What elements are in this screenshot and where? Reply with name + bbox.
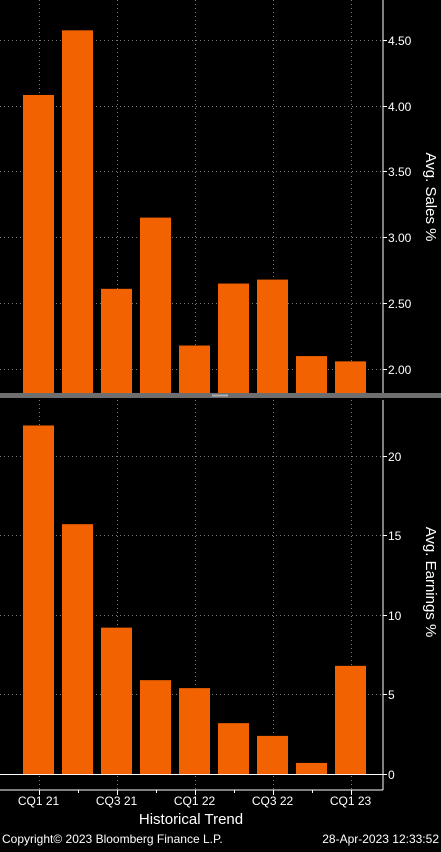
sales-y-tick-label: 3.50 — [388, 165, 412, 179]
sales-bar — [62, 30, 93, 393]
sales-bars — [23, 30, 366, 394]
x-tick-label: CQ3 21 — [96, 794, 138, 808]
sales-bar — [101, 288, 132, 393]
sales-y-tick-label: 2.00 — [388, 363, 412, 377]
sales-bar — [140, 217, 171, 393]
earnings-y-tick-label: 5 — [388, 688, 395, 702]
earnings-bar — [101, 627, 132, 775]
earnings-bars — [23, 425, 366, 775]
x-axis-ticks: CQ1 21 CQ3 21 CQ1 22 CQ3 22 CQ1 23 — [18, 790, 372, 808]
panel-divider-handle[interactable] — [212, 394, 228, 397]
sales-bar — [23, 94, 54, 394]
x-axis-title: Historical Trend — [139, 811, 243, 828]
earnings-y-tick-label: 0 — [388, 768, 395, 782]
x-tick-label: CQ1 21 — [18, 794, 60, 808]
earnings-y-tick-label: 20 — [388, 450, 402, 464]
footer-timestamp: 28-Apr-2023 12:33:52 — [322, 832, 439, 846]
sales-bar — [296, 356, 327, 393]
earnings-bar — [257, 735, 288, 775]
earnings-bar — [335, 665, 366, 775]
earnings-bar — [140, 680, 171, 775]
footer-copyright: Copyright© 2023 Bloomberg Finance L.P. — [2, 832, 223, 846]
sales-y-tick-label: 4.50 — [388, 34, 412, 48]
earnings-panel: 0 5 10 15 20 Avg. Earnings % — [0, 400, 439, 790]
sales-bar — [257, 279, 288, 393]
sales-bar — [218, 283, 249, 393]
sales-y-axis-title: Avg. Sales % — [422, 153, 439, 242]
earnings-y-ticks: 0 5 10 15 20 — [383, 450, 402, 782]
x-axis: CQ1 21 CQ3 21 CQ1 22 CQ3 22 CQ1 23 Historica… — [0, 789, 383, 828]
x-tick-label: CQ1 23 — [330, 794, 372, 808]
x-tick-label: CQ1 22 — [174, 794, 216, 808]
sales-bar — [179, 345, 210, 393]
earnings-bar — [179, 688, 210, 775]
x-tick-label: CQ3 22 — [252, 794, 294, 808]
sales-panel: 2.00 2.50 3.00 3.50 4.00 4.50 Avg. Sales % — [0, 0, 439, 394]
earnings-bar — [296, 762, 327, 775]
sales-y-tick-label: 2.50 — [388, 297, 412, 311]
earnings-bar — [218, 723, 249, 775]
earnings-bar — [23, 425, 54, 775]
sales-y-tick-label: 3.00 — [388, 231, 412, 245]
earnings-y-tick-label: 10 — [388, 609, 402, 623]
earnings-y-axis-title: Avg. Earnings % — [422, 527, 439, 638]
earnings-y-tick-label: 15 — [388, 529, 402, 543]
earnings-bar — [62, 524, 93, 775]
sales-y-tick-label: 4.00 — [388, 100, 412, 114]
sales-y-ticks: 2.00 2.50 3.00 3.50 4.00 4.50 — [383, 34, 412, 377]
sales-bar — [335, 361, 366, 393]
